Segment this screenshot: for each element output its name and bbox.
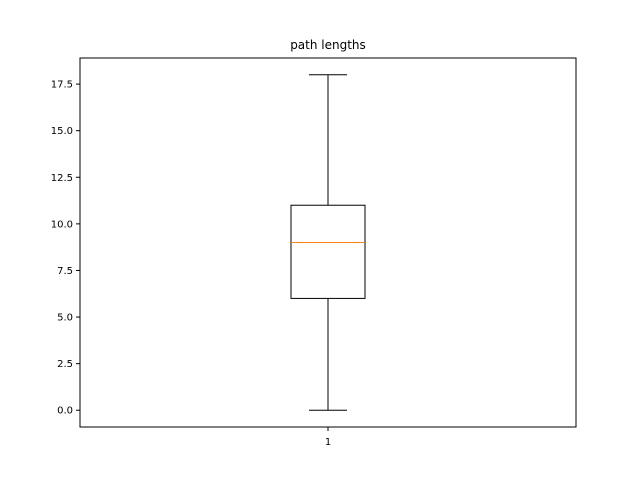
y-axis: 0.0 2.5 5.0 7.5 10.0 12.5 15.0 17.5 — [51, 80, 80, 417]
chart-title: path lengths — [290, 38, 366, 52]
y-tick-label: 17.5 — [51, 80, 73, 91]
y-tick-label: 7.5 — [57, 266, 73, 277]
box-plot-series — [290, 74, 366, 411]
box-group — [290, 74, 366, 411]
y-tick-label: 0.0 — [57, 406, 73, 417]
iqr-box — [290, 204, 366, 299]
y-tick-label: 12.5 — [51, 173, 73, 184]
x-tick-label: 1 — [325, 437, 331, 448]
y-tick-label: 10.0 — [51, 219, 73, 230]
x-axis: 1 — [325, 427, 331, 448]
y-tick-label: 2.5 — [57, 359, 73, 370]
y-tick-label: 15.0 — [51, 126, 73, 137]
y-tick-label: 5.0 — [57, 313, 73, 324]
